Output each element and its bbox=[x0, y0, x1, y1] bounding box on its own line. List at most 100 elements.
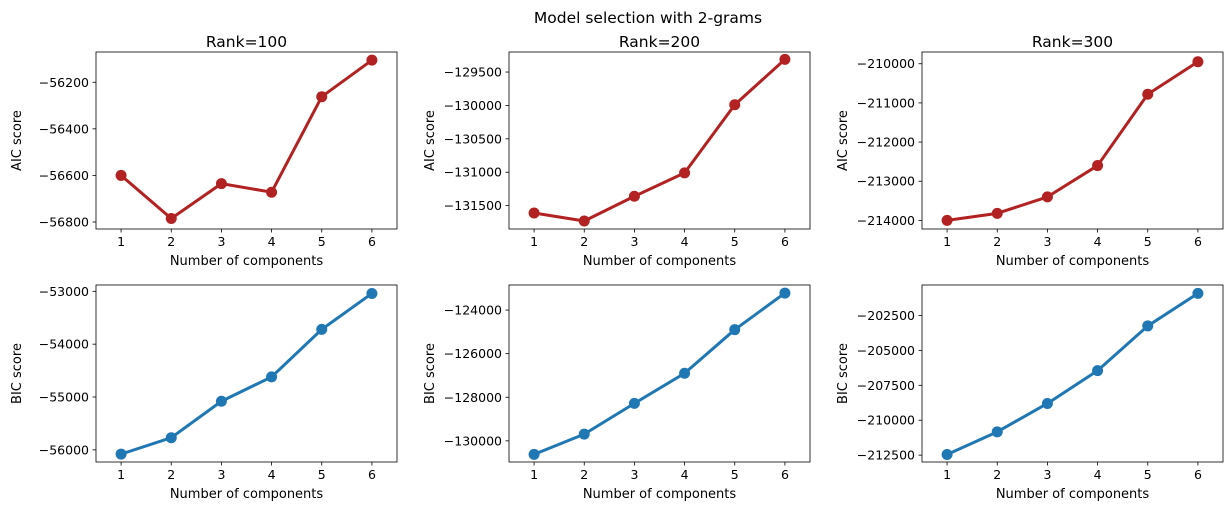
data-point bbox=[528, 448, 540, 460]
x-tick-label: 6 bbox=[781, 467, 789, 482]
x-tick-label: 6 bbox=[781, 234, 789, 249]
data-point bbox=[628, 190, 640, 202]
data-point bbox=[1192, 287, 1204, 299]
data-point bbox=[165, 432, 177, 444]
series-line bbox=[532, 57, 787, 223]
x-tick-label: 5 bbox=[318, 467, 326, 482]
x-tick-label: 4 bbox=[268, 467, 276, 482]
y-tick-label: −54000 bbox=[39, 337, 89, 352]
x-tick-label: 6 bbox=[368, 467, 376, 482]
y-tick-label: −214000 bbox=[857, 213, 915, 228]
y-axis-label: BIC score bbox=[10, 343, 25, 404]
data-point bbox=[729, 99, 741, 111]
x-tick-label: 3 bbox=[217, 234, 225, 249]
data-point bbox=[316, 323, 328, 335]
y-tick-label: −56800 bbox=[39, 215, 89, 230]
data-point bbox=[115, 448, 127, 460]
y-tick-label: −128000 bbox=[444, 390, 502, 405]
x-tick-label: 3 bbox=[630, 234, 638, 249]
y-tick-label: −56600 bbox=[39, 168, 89, 183]
x-tick-label: 5 bbox=[318, 234, 326, 249]
data-point bbox=[941, 214, 953, 226]
axes-frame bbox=[921, 51, 1224, 230]
x-tick-label: 6 bbox=[368, 234, 376, 249]
x-axis-label: Number of components bbox=[996, 254, 1150, 269]
data-point bbox=[528, 207, 540, 219]
y-tick-label: −130000 bbox=[444, 98, 502, 113]
data-point bbox=[991, 426, 1003, 438]
data-point bbox=[578, 428, 590, 440]
x-tick-label: 5 bbox=[731, 234, 739, 249]
y-tick-label: −124000 bbox=[444, 303, 502, 318]
subplot-title: Rank=100 bbox=[206, 33, 287, 51]
x-tick-label: 3 bbox=[1043, 467, 1051, 482]
x-axis-label: Number of components bbox=[583, 254, 737, 269]
series-line bbox=[945, 60, 1200, 222]
data-point bbox=[679, 167, 691, 179]
series-line bbox=[532, 291, 787, 456]
y-tick-label: −211000 bbox=[857, 95, 915, 110]
x-tick-label: 1 bbox=[117, 234, 125, 249]
y-tick-label: −56200 bbox=[39, 75, 89, 90]
data-point bbox=[991, 207, 1003, 219]
data-point bbox=[215, 395, 227, 407]
axes-frame bbox=[921, 284, 1224, 463]
x-tick-label: 1 bbox=[530, 467, 538, 482]
x-tick-label: 1 bbox=[530, 234, 538, 249]
y-tick-label: −55000 bbox=[39, 390, 89, 405]
x-axis-label: Number of components bbox=[170, 254, 324, 269]
y-tick-label: −131500 bbox=[444, 198, 502, 213]
x-tick-label: 1 bbox=[943, 467, 951, 482]
subplot-3: 1 2 3 4 5 6 −214000 −213000 −212000 −211000 −21000… bbox=[836, 33, 1224, 269]
x-tick-label: 4 bbox=[1094, 467, 1102, 482]
x-tick-label: 5 bbox=[1144, 467, 1152, 482]
axes-frame bbox=[95, 51, 398, 230]
data-point bbox=[165, 213, 177, 225]
x-tick-label: 2 bbox=[167, 234, 175, 249]
data-point bbox=[779, 287, 791, 299]
data-point bbox=[366, 287, 378, 299]
x-tick-label: 4 bbox=[681, 467, 689, 482]
x-tick-label: 2 bbox=[580, 467, 588, 482]
data-point bbox=[1092, 365, 1104, 377]
series-line bbox=[119, 291, 374, 456]
data-point bbox=[266, 371, 278, 383]
y-tick-label: −53000 bbox=[39, 284, 89, 299]
data-point bbox=[1041, 191, 1053, 203]
y-tick-label: −210000 bbox=[857, 56, 915, 71]
y-tick-label: −131000 bbox=[444, 165, 502, 180]
subplot-4: 1 2 3 4 5 6 −56000 −55000 −54000 −53000 Number of … bbox=[10, 284, 398, 502]
x-tick-label: 2 bbox=[993, 234, 1001, 249]
y-tick-label: −212500 bbox=[857, 448, 915, 463]
x-axis-label: Number of components bbox=[170, 487, 324, 502]
x-tick-label: 3 bbox=[217, 467, 225, 482]
data-point bbox=[266, 186, 278, 198]
x-tick-label: 5 bbox=[1144, 234, 1152, 249]
data-point bbox=[316, 91, 328, 103]
x-tick-label: 2 bbox=[167, 467, 175, 482]
series-line bbox=[945, 291, 1200, 456]
y-axis-label: BIC score bbox=[836, 343, 851, 404]
subplot-2: 1 2 3 4 5 6 −131500 −131000 −130500 −130000 −12950… bbox=[423, 33, 811, 269]
axes-frame bbox=[508, 51, 811, 230]
y-axis-label: AIC score bbox=[10, 110, 25, 171]
subplot-5: 1 2 3 4 5 6 −130000 −128000 −126000 −124000 Number… bbox=[423, 284, 811, 502]
y-tick-label: −126000 bbox=[444, 346, 502, 361]
y-axis-label: AIC score bbox=[423, 110, 438, 171]
data-point bbox=[1142, 320, 1154, 332]
x-tick-label: 3 bbox=[630, 467, 638, 482]
data-point bbox=[1192, 56, 1204, 68]
y-tick-label: −205000 bbox=[857, 343, 915, 358]
y-tick-label: −210000 bbox=[857, 413, 915, 428]
x-axis-label: Number of components bbox=[583, 487, 737, 502]
data-point bbox=[779, 53, 791, 65]
subplot-6: 1 2 3 4 5 6 −212500 −210000 −207500 −205000 −20250… bbox=[836, 284, 1224, 502]
x-tick-label: 4 bbox=[268, 234, 276, 249]
axes-frame bbox=[508, 284, 811, 463]
figure-suptitle: Model selection with 2-grams bbox=[534, 9, 762, 27]
y-tick-label: −56000 bbox=[39, 442, 89, 457]
y-tick-label: −207500 bbox=[857, 378, 915, 393]
x-tick-label: 4 bbox=[1094, 234, 1102, 249]
